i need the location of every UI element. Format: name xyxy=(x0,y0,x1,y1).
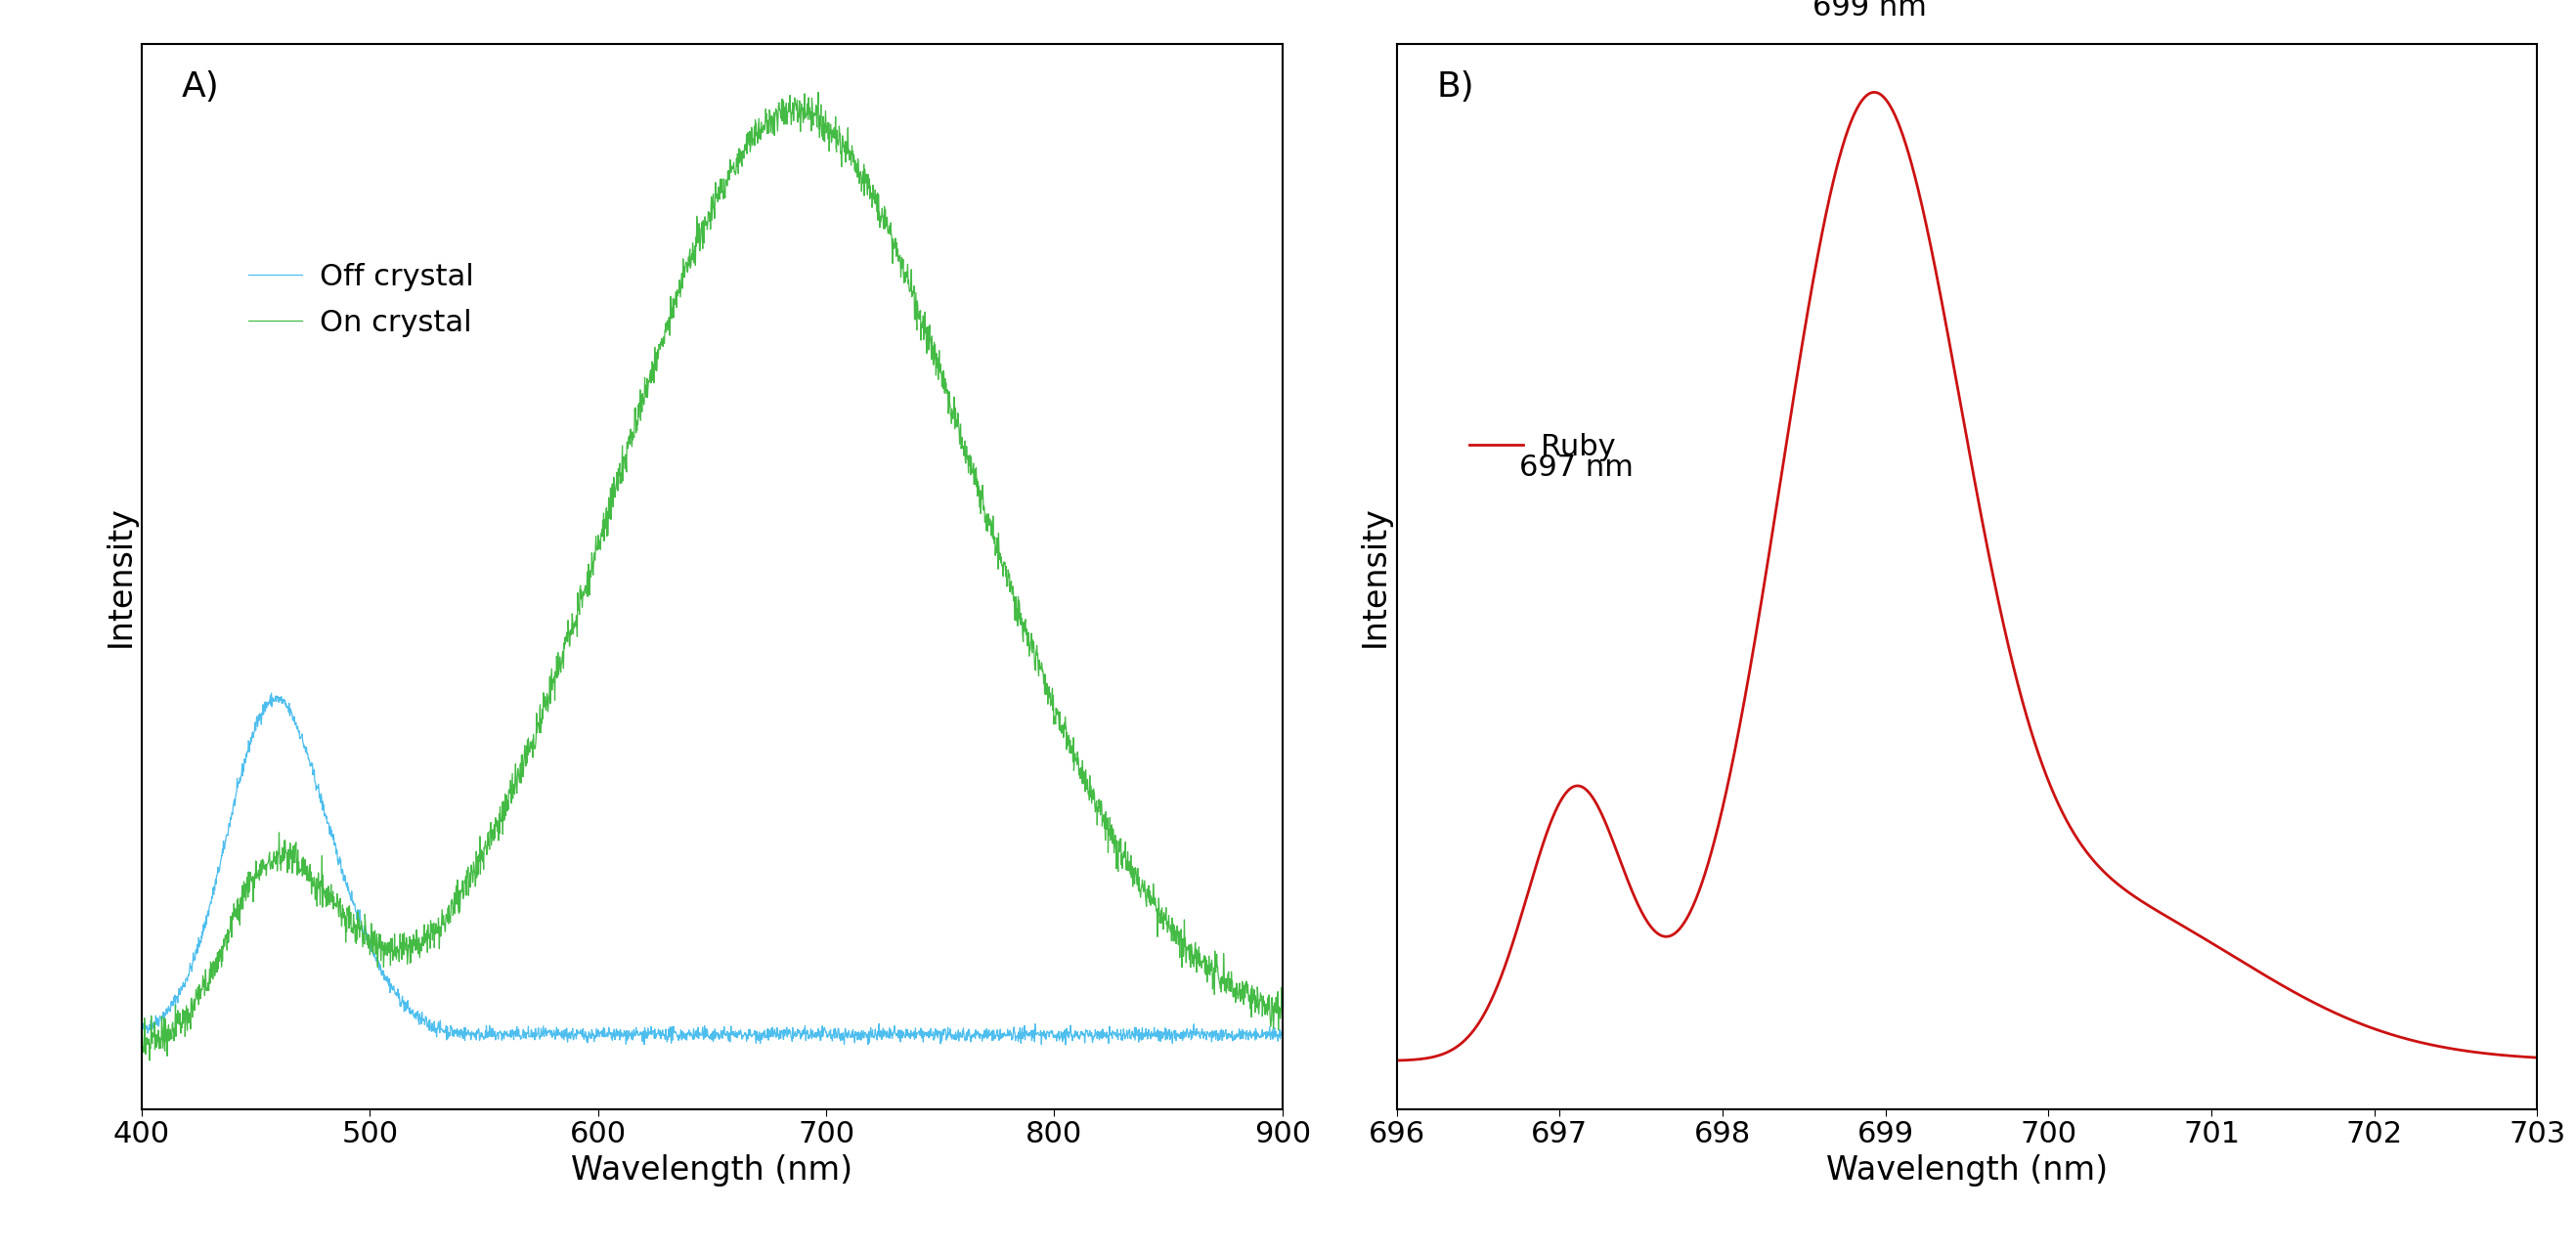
On crystal xyxy=(1056,744,1087,759)
Off crystal xyxy=(126,1020,157,1035)
X-axis label: Wavelength (nm): Wavelength (nm) xyxy=(572,1154,853,1187)
Off crystal xyxy=(569,1026,600,1041)
Off crystal xyxy=(1146,1024,1177,1039)
Text: 697 nm: 697 nm xyxy=(1520,454,1633,481)
Off crystal xyxy=(1267,1026,1298,1041)
Off crystal xyxy=(1056,1029,1087,1044)
Text: 699 nm: 699 nm xyxy=(1811,0,1927,21)
Text: A): A) xyxy=(180,70,219,104)
On crystal xyxy=(134,1053,165,1068)
Legend: Off crystal, On crystal: Off crystal, On crystal xyxy=(237,251,487,350)
Line: On crystal: On crystal xyxy=(142,93,1283,1060)
Line: Off crystal: Off crystal xyxy=(142,693,1283,1045)
On crystal xyxy=(149,1011,180,1026)
Y-axis label: Intensity: Intensity xyxy=(103,505,137,648)
On crystal xyxy=(804,85,835,100)
On crystal xyxy=(126,1031,157,1046)
On crystal xyxy=(1267,1014,1298,1029)
Off crystal xyxy=(1051,1037,1082,1053)
X-axis label: Wavelength (nm): Wavelength (nm) xyxy=(1826,1154,2107,1187)
Off crystal xyxy=(762,1026,793,1041)
Text: B): B) xyxy=(1437,70,1473,104)
Legend: Ruby: Ruby xyxy=(1458,421,1628,474)
Off crystal xyxy=(1103,1032,1133,1048)
On crystal xyxy=(569,583,600,598)
On crystal xyxy=(762,99,793,114)
On crystal xyxy=(1146,903,1177,918)
On crystal xyxy=(1103,863,1133,878)
Off crystal xyxy=(149,1007,180,1022)
Y-axis label: Intensity: Intensity xyxy=(1360,505,1391,648)
Off crystal xyxy=(255,685,286,700)
